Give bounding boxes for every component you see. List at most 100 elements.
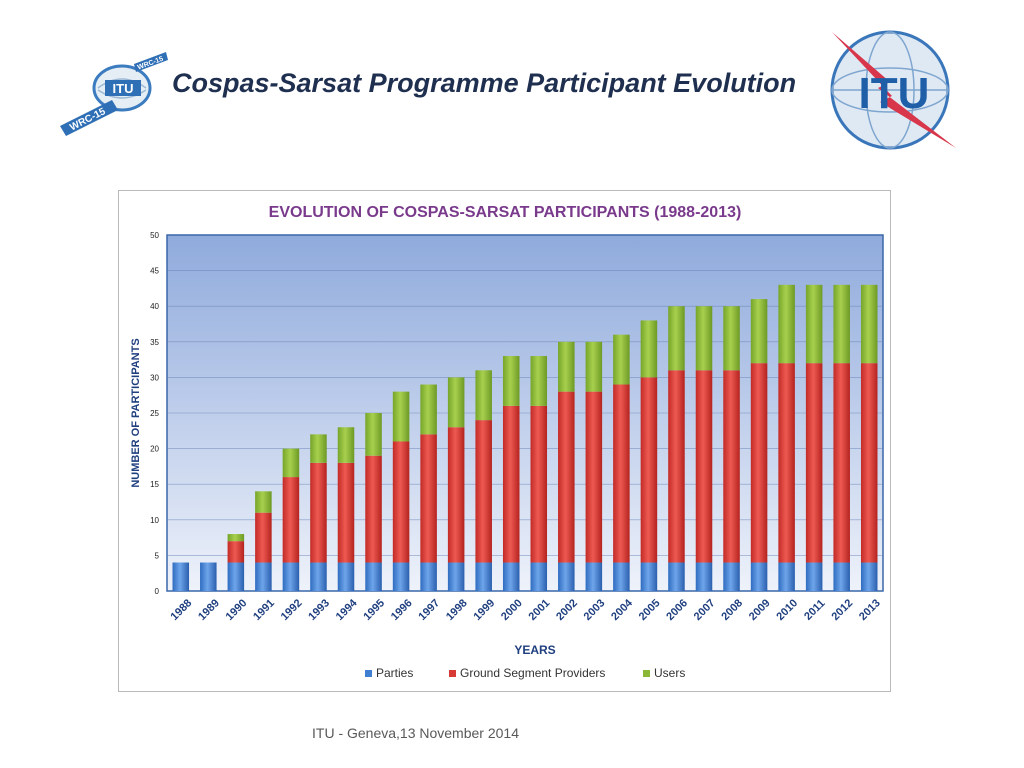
bar-parties bbox=[833, 562, 850, 591]
bar-ground-segment-providers bbox=[502, 405, 520, 563]
y-axis-ticks: 0 5 10 15 20 25 30 35 40 45 50 bbox=[150, 231, 159, 596]
bar-parties bbox=[613, 562, 630, 591]
svg-text:ITU: ITU bbox=[859, 69, 930, 118]
bar-parties bbox=[805, 562, 823, 591]
bar-users bbox=[447, 377, 465, 428]
x-tick-label: 2003 bbox=[582, 597, 608, 623]
y-tick-label: 10 bbox=[150, 516, 159, 525]
bar-parties bbox=[337, 562, 355, 591]
bar-users bbox=[227, 534, 245, 542]
y-tick-label: 20 bbox=[150, 445, 159, 454]
bar-parties bbox=[255, 562, 272, 591]
y-tick-label: 50 bbox=[150, 231, 159, 240]
bar-parties bbox=[778, 562, 795, 591]
bar-parties bbox=[723, 562, 740, 591]
legend-label: Users bbox=[654, 666, 685, 680]
bar-parties bbox=[447, 562, 465, 591]
bar-parties bbox=[640, 562, 658, 591]
bar-parties bbox=[475, 562, 492, 591]
x-tick-label: 2013 bbox=[857, 597, 883, 623]
bar-ground-segment-providers bbox=[695, 370, 713, 563]
x-tick-label: 1994 bbox=[334, 597, 360, 623]
x-tick-label: 2000 bbox=[499, 597, 525, 623]
bar-parties bbox=[585, 562, 603, 591]
legend-swatch bbox=[365, 670, 372, 677]
stacked-bar-chart: EVOLUTION OF COSPAS-SARSAT PARTICIPANTS … bbox=[130, 204, 884, 680]
chart-title: EVOLUTION OF COSPAS-SARSAT PARTICIPANTS … bbox=[269, 204, 742, 221]
bar-parties bbox=[172, 562, 190, 591]
y-tick-label: 25 bbox=[150, 409, 159, 418]
x-tick-label: 1988 bbox=[169, 597, 195, 623]
bar-users bbox=[365, 413, 382, 456]
bar-parties bbox=[365, 562, 382, 591]
bar-ground-segment-providers bbox=[723, 370, 740, 563]
x-tick-label: 1991 bbox=[251, 597, 277, 623]
bar-users bbox=[860, 284, 878, 364]
bar-users bbox=[392, 391, 410, 442]
bar-users bbox=[337, 427, 355, 463]
bar-users bbox=[668, 306, 685, 371]
legend-label: Ground Segment Providers bbox=[460, 666, 605, 680]
x-tick-label: 2006 bbox=[664, 597, 690, 623]
bar-ground-segment-providers bbox=[310, 462, 327, 563]
bar-ground-segment-providers bbox=[475, 420, 492, 563]
bar-users bbox=[475, 370, 492, 421]
x-tick-label: 2009 bbox=[747, 597, 773, 623]
slide-title: Cospas-Sarsat Programme Participant Evol… bbox=[172, 68, 797, 98]
y-tick-label: 15 bbox=[150, 480, 159, 489]
legend-swatch bbox=[449, 670, 456, 677]
bar-ground-segment-providers bbox=[282, 477, 300, 563]
x-tick-label: 1990 bbox=[224, 597, 250, 623]
bar-parties bbox=[695, 562, 713, 591]
y-tick-label: 0 bbox=[155, 587, 160, 596]
x-tick-label: 2010 bbox=[774, 597, 800, 623]
bar-users bbox=[640, 320, 658, 378]
bar-parties bbox=[502, 562, 520, 591]
footer-text: ITU - Geneva,13 November 2014 bbox=[312, 725, 519, 741]
x-tick-label: 1995 bbox=[361, 597, 387, 623]
y-tick-label: 5 bbox=[155, 551, 160, 560]
bar-users bbox=[420, 384, 437, 435]
bar-ground-segment-providers bbox=[392, 441, 410, 563]
bar-parties bbox=[392, 562, 410, 591]
bar-users bbox=[310, 434, 327, 463]
bar-ground-segment-providers bbox=[447, 427, 465, 563]
bar-ground-segment-providers bbox=[365, 455, 382, 563]
wrc15-logo: ITU WRC-15 WRC-15 bbox=[56, 50, 172, 142]
legend: Parties Ground Segment Providers Users bbox=[365, 666, 685, 680]
bar-ground-segment-providers bbox=[613, 384, 630, 563]
x-axis-label: YEARS bbox=[514, 643, 555, 657]
bar-users bbox=[282, 448, 300, 478]
bar-parties bbox=[860, 562, 878, 591]
x-tick-label: 2011 bbox=[802, 597, 827, 622]
bar-parties bbox=[282, 562, 300, 591]
bar-ground-segment-providers bbox=[558, 391, 575, 563]
bar-users bbox=[502, 356, 520, 406]
bar-ground-segment-providers bbox=[337, 462, 355, 563]
x-tick-label: 1993 bbox=[306, 597, 332, 623]
x-tick-label: 2001 bbox=[527, 597, 553, 623]
bar-users bbox=[695, 306, 713, 371]
x-tick-label: 2002 bbox=[554, 597, 580, 623]
bar-ground-segment-providers bbox=[255, 512, 272, 563]
y-axis-label: NUMBER OF PARTICIPANTS bbox=[130, 338, 142, 487]
svg-text:WRC-15: WRC-15 bbox=[68, 106, 108, 133]
bar-ground-segment-providers bbox=[833, 363, 850, 563]
y-tick-label: 40 bbox=[150, 302, 159, 311]
x-tick-label: 1992 bbox=[279, 597, 305, 623]
x-tick-label: 2004 bbox=[609, 597, 635, 623]
bar-users bbox=[723, 306, 740, 371]
y-tick-label: 35 bbox=[150, 338, 159, 347]
x-tick-label: 1999 bbox=[472, 597, 498, 623]
x-tick-label: 1996 bbox=[389, 597, 415, 623]
bar-parties bbox=[227, 562, 245, 591]
bar-ground-segment-providers bbox=[227, 541, 245, 563]
legend-label: Parties bbox=[376, 666, 413, 680]
bar-ground-segment-providers bbox=[420, 434, 437, 563]
chart-frame: EVOLUTION OF COSPAS-SARSAT PARTICIPANTS … bbox=[118, 190, 891, 692]
bar-ground-segment-providers bbox=[750, 363, 768, 563]
x-tick-label: 1998 bbox=[444, 597, 470, 623]
legend-swatch bbox=[643, 670, 650, 677]
bar-parties bbox=[420, 562, 437, 591]
bar-parties bbox=[750, 562, 768, 591]
